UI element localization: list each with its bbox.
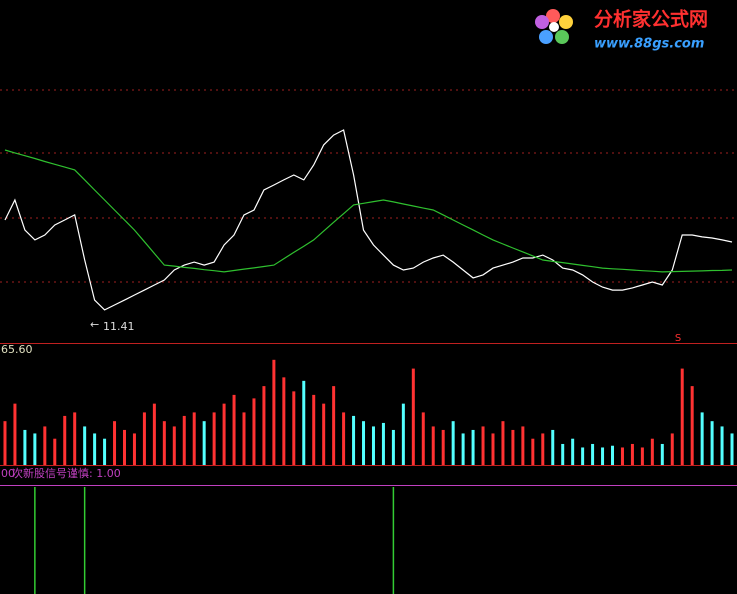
volume-bar xyxy=(53,438,57,465)
logo: 分析家公式网 www.88gs.com xyxy=(535,8,708,52)
volume-bar xyxy=(232,394,236,465)
volume-bar xyxy=(342,412,346,465)
volume-bar xyxy=(620,447,624,465)
volume-bar xyxy=(511,429,515,465)
volume-bar xyxy=(680,368,684,465)
volume-bar xyxy=(730,433,734,465)
volume-bar xyxy=(561,443,565,465)
flower-center xyxy=(549,22,559,32)
volume-bar xyxy=(551,429,555,465)
volume-bar xyxy=(352,415,356,465)
volume-bar xyxy=(63,415,67,465)
volume-bar xyxy=(182,415,186,465)
volume-bar xyxy=(272,359,276,465)
price-line xyxy=(4,149,733,273)
volume-bar xyxy=(113,421,117,465)
volume-bar xyxy=(362,421,366,465)
volume-bar xyxy=(242,412,246,465)
volume-bar xyxy=(192,412,196,465)
volume-bar xyxy=(162,421,166,465)
volume-bar xyxy=(501,421,505,465)
volume-bar xyxy=(371,426,375,465)
volume-bar xyxy=(33,433,37,465)
petal xyxy=(535,15,549,29)
indicator-title: 次新股信号谨慎: 1.00 xyxy=(12,466,121,480)
volume-bar xyxy=(282,377,286,465)
volume-bar xyxy=(152,403,156,465)
price-line xyxy=(4,129,733,311)
volume-bar xyxy=(222,403,226,465)
volume-bar xyxy=(302,380,306,465)
volume-bar xyxy=(720,426,724,465)
volume-bar xyxy=(471,429,475,465)
volume-bar xyxy=(172,426,176,465)
volume-bar xyxy=(103,438,107,465)
volume-bar xyxy=(122,429,126,465)
volume-bar xyxy=(401,403,405,465)
volume-bar xyxy=(521,426,525,465)
volume-bar xyxy=(212,412,216,465)
volume-bar xyxy=(611,445,615,465)
volume-bar xyxy=(142,412,146,465)
volume-bar xyxy=(411,368,415,465)
y-tick-label: 65.60 xyxy=(1,343,33,356)
volume-bar xyxy=(312,394,316,465)
volume-bar xyxy=(660,443,664,465)
y-tick-label: 00 xyxy=(1,467,15,480)
petal xyxy=(539,30,553,44)
signal-marker: S xyxy=(675,333,681,344)
petal xyxy=(559,15,573,29)
volume-bar xyxy=(43,426,47,465)
volume-bar xyxy=(531,438,535,465)
volume-bar xyxy=(202,421,206,465)
volume-bar xyxy=(132,433,136,465)
volume-bar xyxy=(690,386,694,465)
volume-bar xyxy=(640,447,644,465)
volume-bar xyxy=(23,429,27,465)
volume-bar xyxy=(670,433,674,465)
volume-bar xyxy=(601,447,605,465)
volume-bar xyxy=(591,443,595,465)
volume-bar xyxy=(13,403,17,465)
min-label: 11.41 xyxy=(103,320,135,333)
logo-title: 分析家公式网 xyxy=(594,8,708,31)
volume-bar xyxy=(710,421,714,465)
volume-bar xyxy=(421,412,425,465)
volume-bar xyxy=(262,386,266,465)
volume-bar xyxy=(292,391,296,465)
volume-bar xyxy=(381,422,385,465)
volume-bar xyxy=(322,403,326,465)
volume-bar xyxy=(252,398,256,465)
volume-bar xyxy=(581,447,585,465)
volume-bar xyxy=(481,426,485,465)
min-arrow: ← xyxy=(90,318,99,331)
volume-bar xyxy=(700,412,704,465)
volume-bar xyxy=(630,443,634,465)
volume-bar xyxy=(571,438,575,465)
petal xyxy=(546,9,560,23)
volume-bar xyxy=(461,433,465,465)
volume-bar xyxy=(541,433,545,465)
volume-bar xyxy=(451,421,455,465)
volume-bar xyxy=(332,386,336,465)
volume-bar xyxy=(431,426,435,465)
volume-bar xyxy=(73,412,77,465)
petal xyxy=(555,30,569,44)
volume-bar xyxy=(491,433,495,465)
volume-bar xyxy=(441,429,445,465)
logo-url: www.88gs.com xyxy=(594,37,704,52)
volume-bar xyxy=(93,433,97,465)
volume-bar xyxy=(3,421,7,465)
volume-bar xyxy=(83,426,87,465)
volume-bar xyxy=(391,429,395,465)
volume-bar xyxy=(650,438,654,465)
